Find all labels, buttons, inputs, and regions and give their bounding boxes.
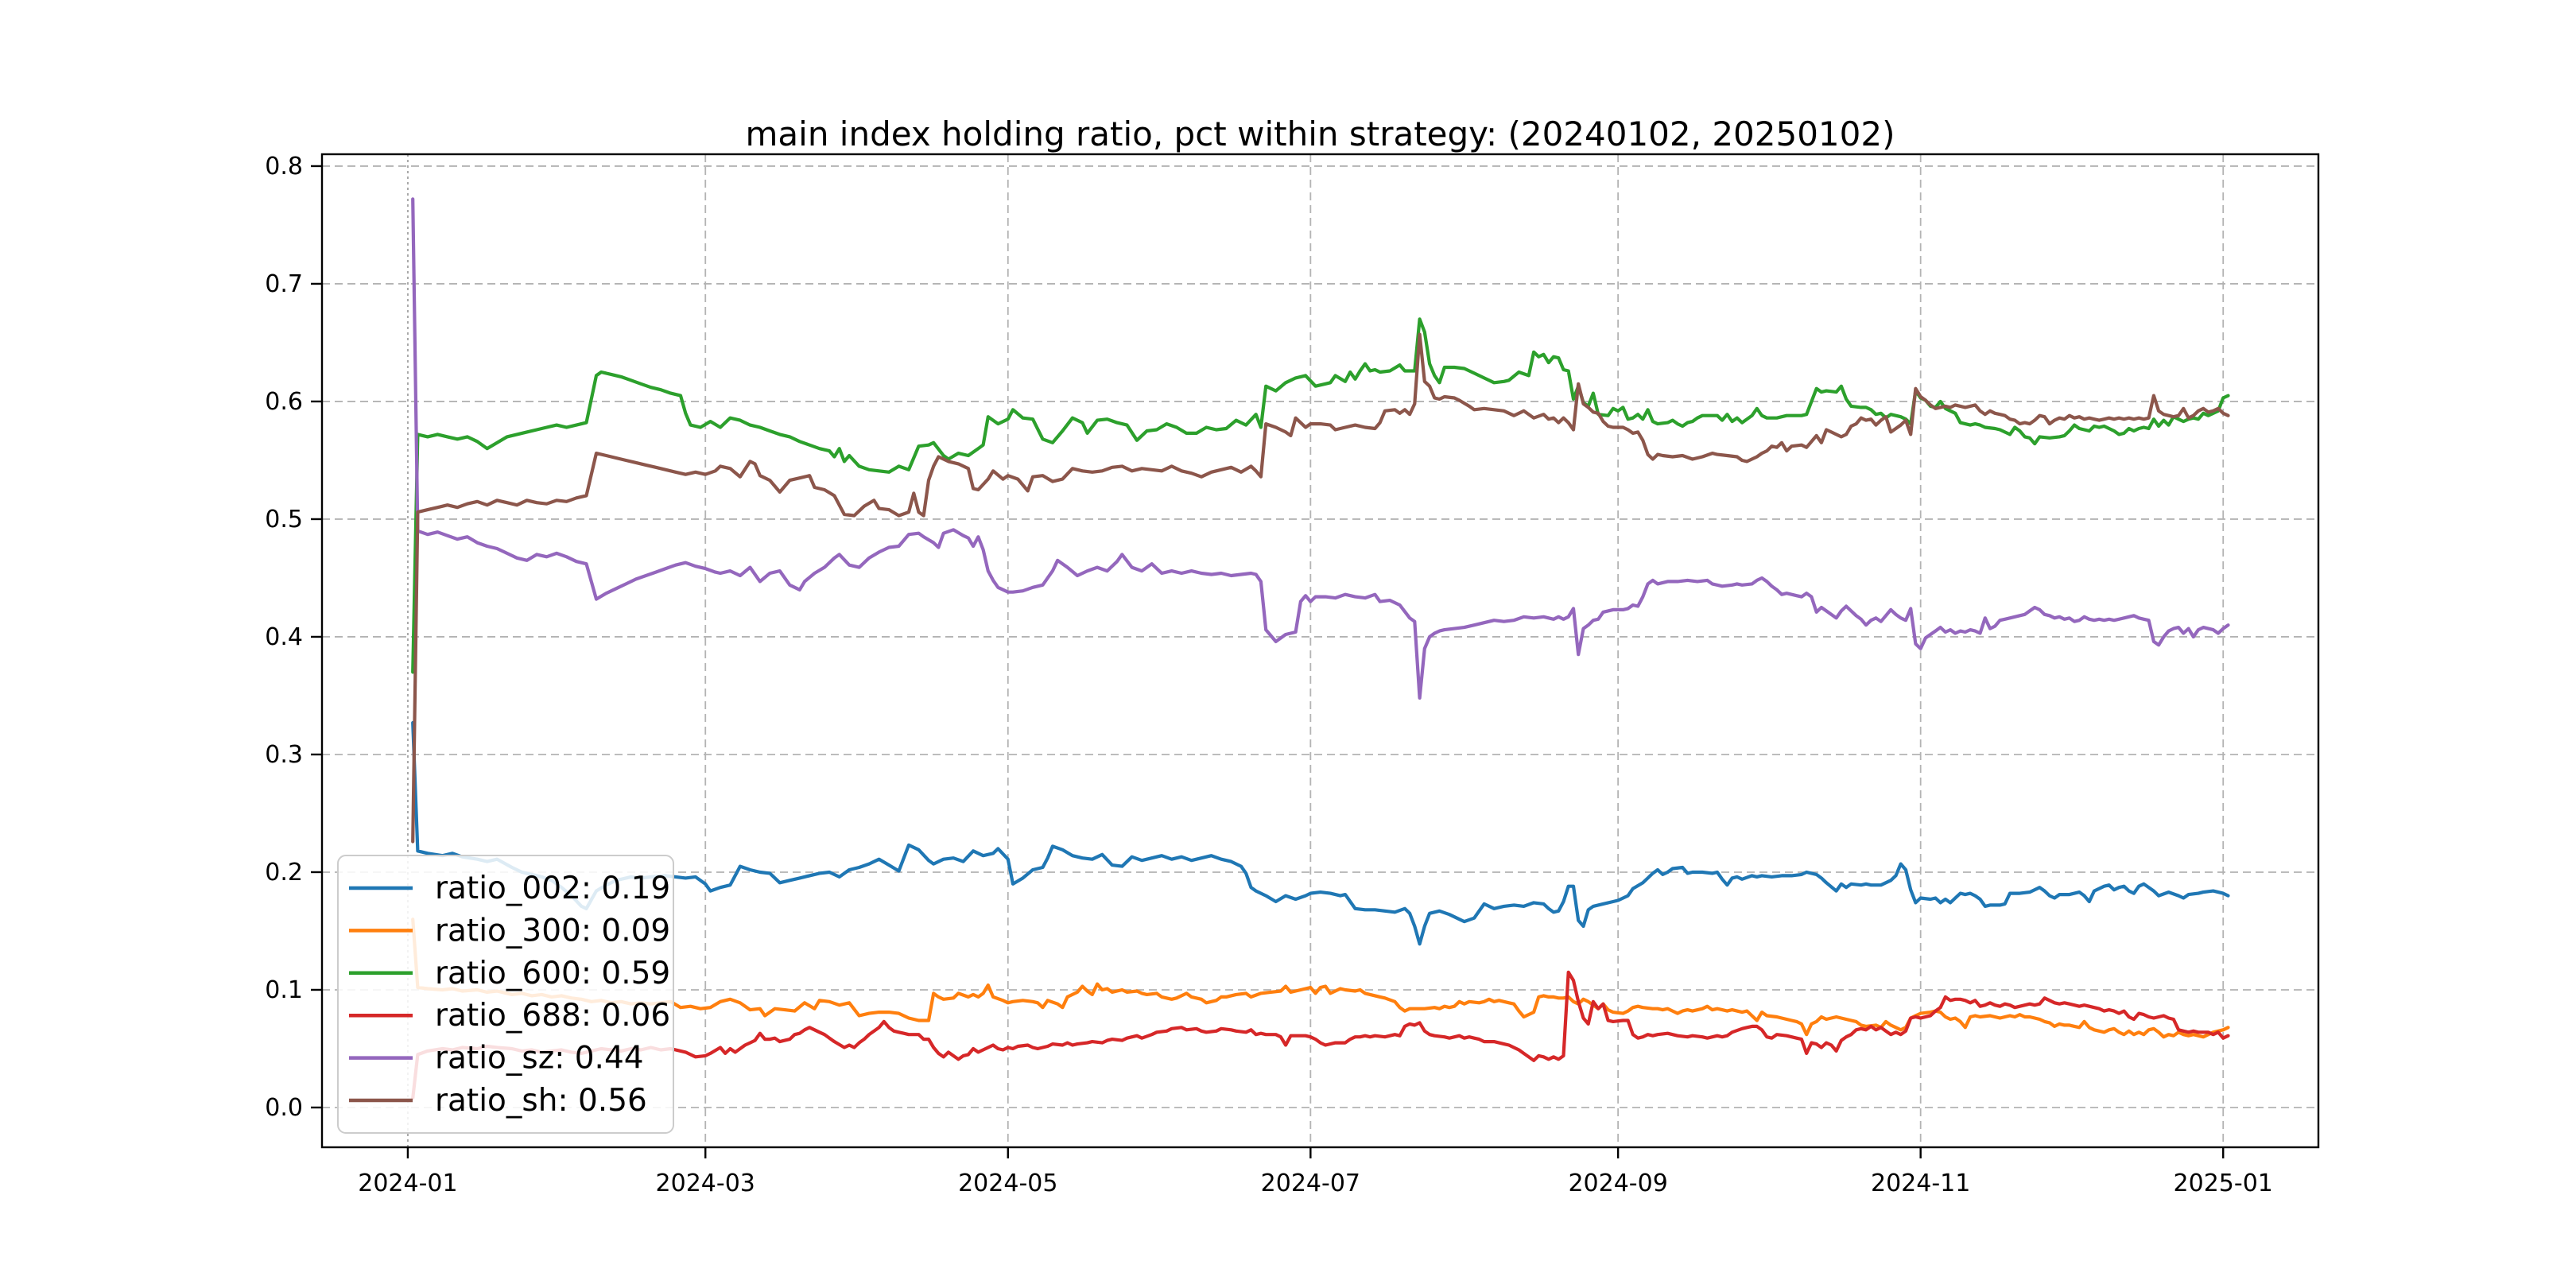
series-line-ratio_sz [411,197,2230,700]
series-line-ratio_300 [411,918,2230,1039]
legend-label: ratio_sh: 0.56 [435,1083,647,1119]
legend-label: ratio_600: 0.59 [435,956,670,991]
y-tick-label: 0.2 [265,859,303,886]
y-tick-label: 0.7 [265,270,303,298]
y-tick-label: 0.3 [265,741,303,769]
plot-border [320,153,2320,1149]
x-tick-label: 2024-03 [656,1170,755,1197]
y-tick-label: 0.6 [265,388,303,416]
legend-label: ratio_300: 0.09 [435,913,670,949]
series-line-ratio_688 [411,970,2230,1100]
series-line-ratio_002 [411,720,2230,946]
legend-box [337,855,674,1134]
x-tick-label: 2024-11 [1871,1170,1970,1197]
legend-label: ratio_002: 0.19 [435,871,670,906]
y-tick-label: 0.4 [265,623,303,651]
x-tick-label: 2025-01 [2174,1170,2273,1197]
legend-label: ratio_sz: 0.44 [435,1041,644,1077]
chart-title: main index holding ratio, pct within str… [745,114,1895,153]
legend-label: ratio_688: 0.06 [435,998,670,1034]
y-tick-label: 0.8 [265,153,303,180]
x-tick-label: 2024-05 [958,1170,1057,1197]
series-line-ratio_sh [411,332,2230,844]
x-tick-label: 2024-07 [1261,1170,1360,1197]
x-tick-label: 2024-09 [1568,1170,1667,1197]
series-line-ratio_600 [411,317,2230,674]
x-tick-label: 2024-01 [358,1170,457,1197]
y-tick-label: 0.5 [265,506,303,533]
y-tick-label: 0.0 [265,1094,303,1122]
y-tick-label: 0.1 [265,976,303,1004]
